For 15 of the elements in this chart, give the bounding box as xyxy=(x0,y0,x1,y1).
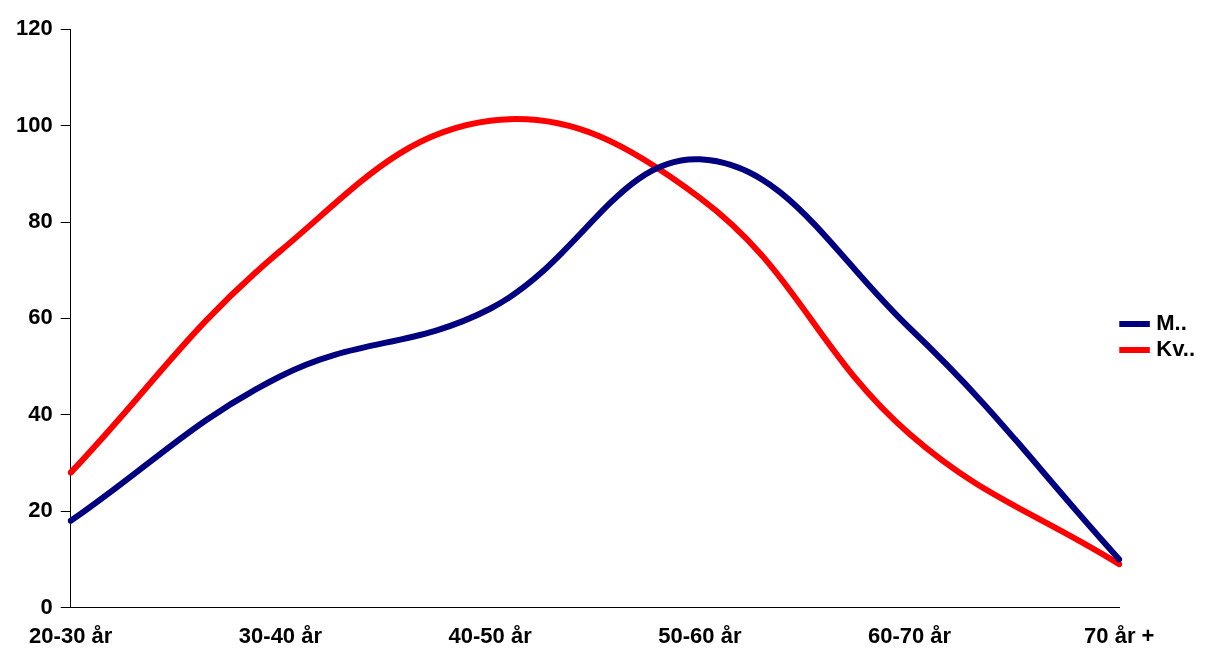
legend-label: M.. xyxy=(1156,310,1187,336)
x-tick-label: 50-60 år xyxy=(658,622,742,648)
x-tick-label: 40-50 år xyxy=(448,622,533,648)
x-tick-label: 30-40 år xyxy=(238,622,323,648)
y-tick-label: 80 xyxy=(28,208,53,234)
y-tick-label: 60 xyxy=(28,304,53,330)
x-tick-label: 20-30 år xyxy=(29,622,113,648)
y-tick-label: 20 xyxy=(28,497,53,523)
y-tick-label: 120 xyxy=(15,15,53,41)
y-tick-label: 40 xyxy=(28,400,53,426)
x-tick-label: 70 år + xyxy=(1084,622,1155,648)
y-tick-label: 100 xyxy=(15,111,53,137)
x-tick-label: 60-70 år xyxy=(867,622,952,648)
legend-label: Kv.. xyxy=(1156,336,1195,362)
y-tick-label: 0 xyxy=(40,593,53,619)
